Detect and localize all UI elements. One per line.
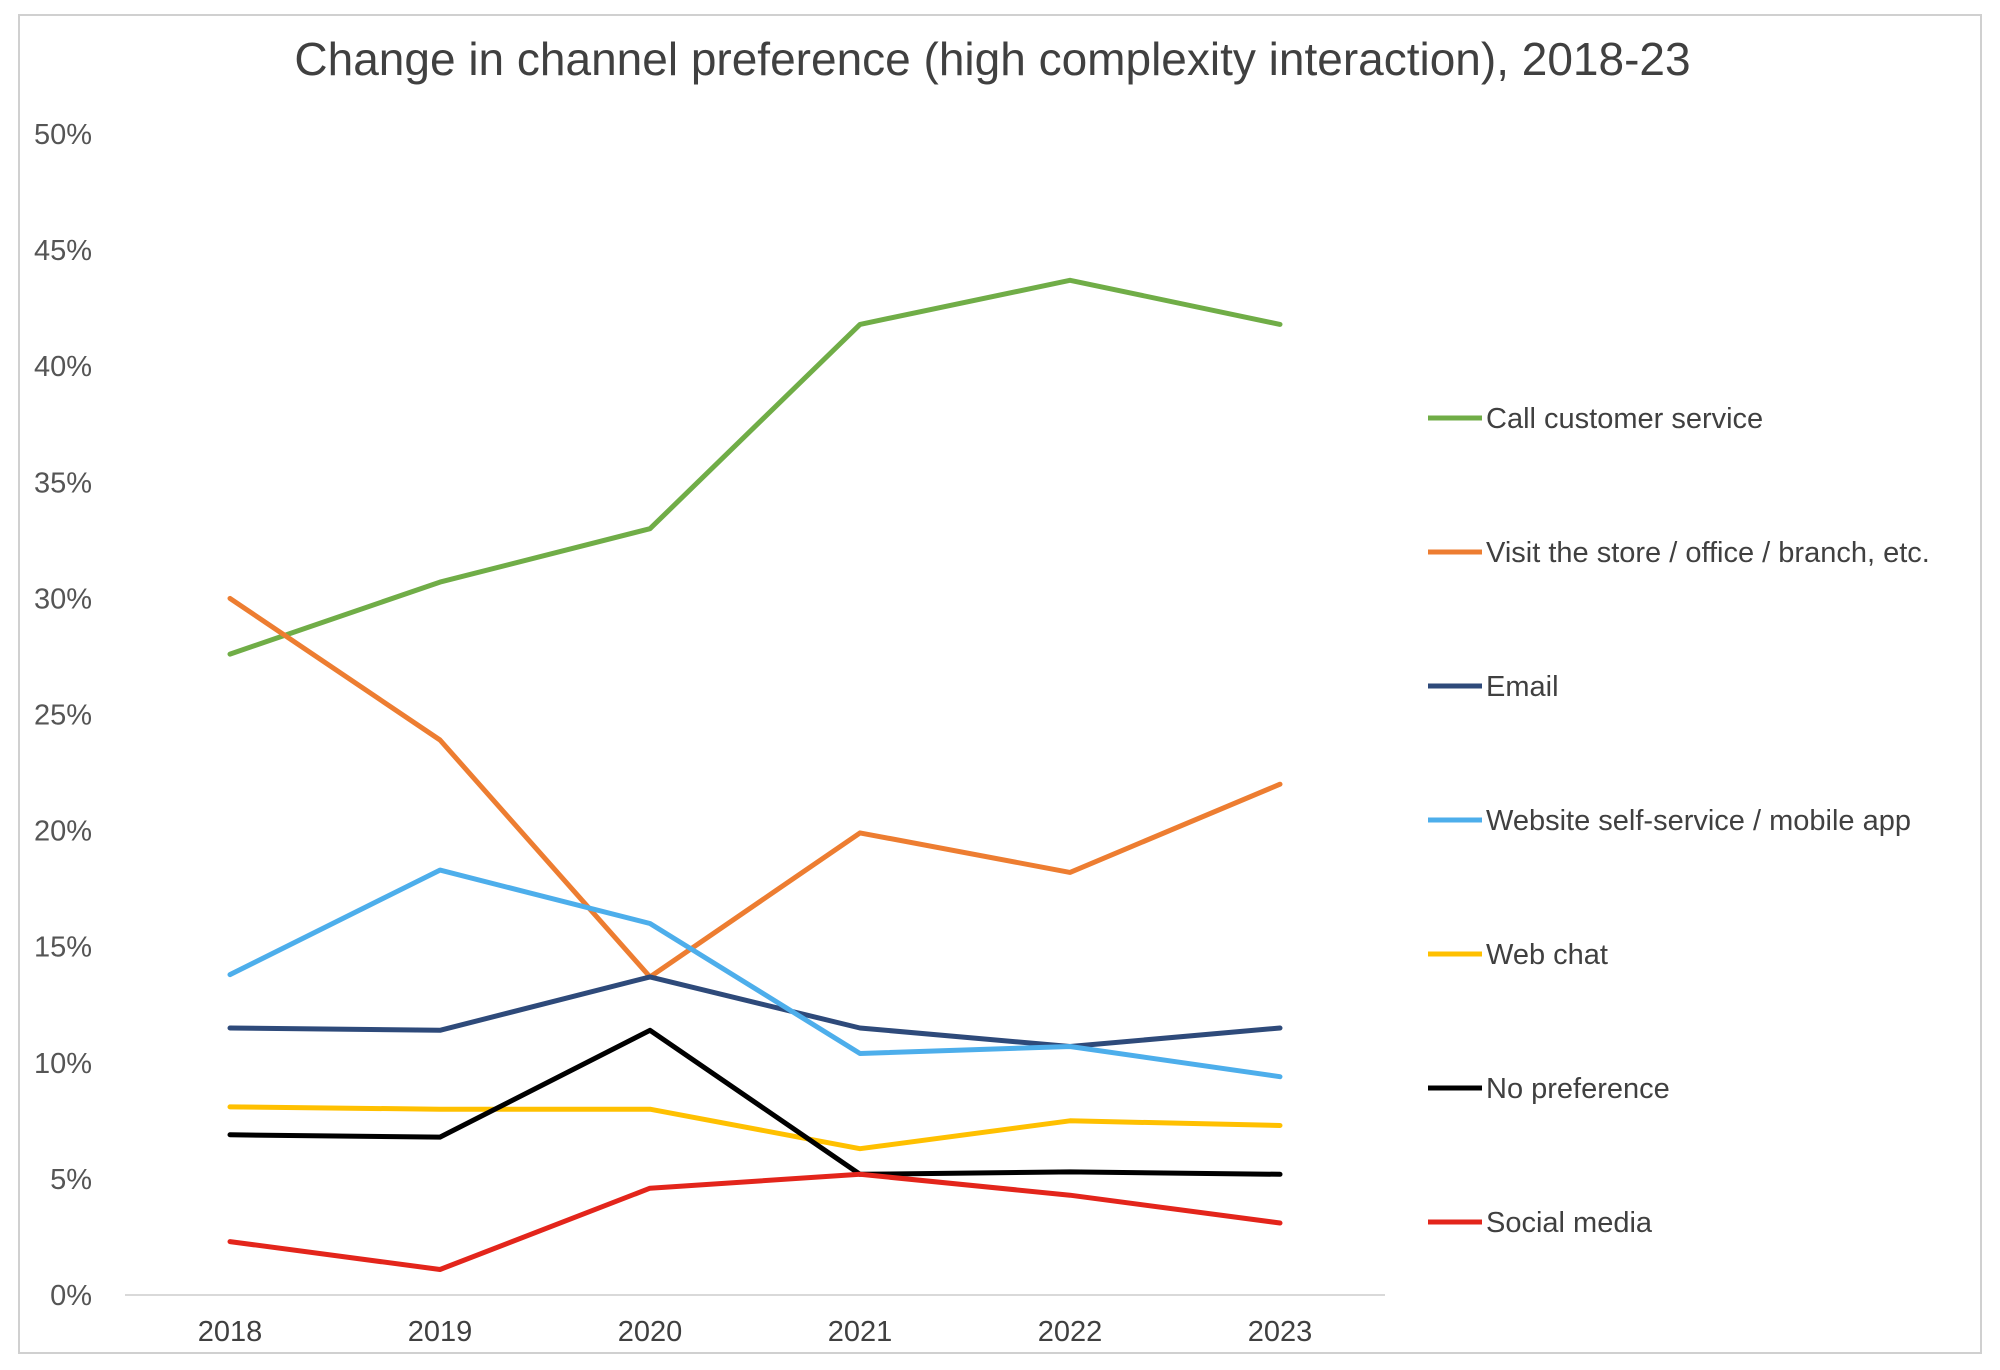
series-line [227, 1104, 1283, 1152]
chart-title: Change in channel preference (high compl… [294, 33, 1691, 85]
y-tick-label: 45% [34, 235, 92, 267]
legend-label: Visit the store / office / branch, etc. [1486, 537, 1930, 569]
series-lines [227, 277, 1283, 1272]
x-tick-label: 2023 [1248, 1316, 1313, 1348]
legend-label: Website self-service / mobile app [1486, 805, 1911, 837]
y-tick-label: 5% [50, 1164, 92, 1196]
legend-label: No preference [1486, 1073, 1670, 1105]
x-tick-label: 2022 [1038, 1316, 1103, 1348]
y-tick-label: 20% [34, 816, 92, 848]
series-line [227, 867, 1283, 1080]
y-tick-label: 35% [34, 467, 92, 499]
legend-item[interactable]: Web chat [1428, 939, 1608, 971]
y-tick-label: 50% [34, 119, 92, 151]
legend-item[interactable]: Call customer service [1428, 403, 1763, 435]
legend-item[interactable]: Social media [1428, 1207, 1653, 1239]
series-line [227, 595, 1283, 980]
y-tick-label: 10% [34, 1048, 92, 1080]
y-tick-label: 40% [34, 351, 92, 383]
x-tick-label: 2018 [198, 1316, 263, 1348]
series-line [227, 1171, 1283, 1272]
legend-item[interactable]: Email [1428, 671, 1559, 703]
y-tick-label: 30% [34, 583, 92, 615]
legend-label: Social media [1486, 1207, 1653, 1239]
series-line [227, 974, 1283, 1049]
legend-label: Call customer service [1486, 403, 1763, 435]
y-axis: 0% 5% 10% 15% 20% 25% 30% 35% 40% 45% 50% [34, 119, 92, 1312]
series-line [227, 1027, 1283, 1177]
legend[interactable]: Call customer service Visit the store / o… [1428, 403, 1930, 1239]
x-tick-label: 2021 [828, 1316, 893, 1348]
legend-item[interactable]: Visit the store / office / branch, etc. [1428, 537, 1930, 569]
x-axis: 2018 2019 2020 2021 2022 2023 [125, 1294, 1385, 1348]
legend-label: Web chat [1486, 939, 1608, 971]
legend-label: Email [1486, 671, 1559, 703]
y-tick-label: 15% [34, 932, 92, 964]
series-line [227, 277, 1283, 657]
y-tick-label: 0% [50, 1280, 92, 1312]
x-tick-label: 2019 [408, 1316, 473, 1348]
legend-item[interactable]: Website self-service / mobile app [1428, 805, 1911, 837]
x-tick-label: 2020 [618, 1316, 683, 1348]
y-tick-label: 25% [34, 700, 92, 732]
legend-item[interactable]: No preference [1428, 1073, 1670, 1105]
